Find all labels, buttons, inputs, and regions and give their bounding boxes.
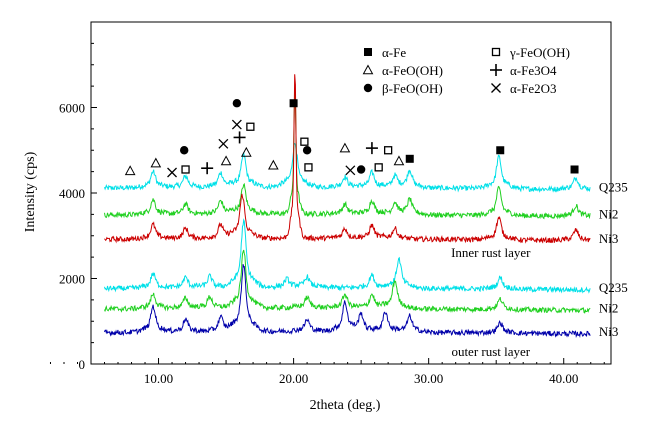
- peak-marker-cross: [167, 167, 177, 178]
- peak-marker-open-square: [374, 163, 383, 172]
- series-label: Q235: [599, 180, 628, 195]
- legend-label: β-FeO(OH): [382, 81, 443, 96]
- peak-marker-open-triangle: [124, 165, 136, 176]
- legend-entry: α-Fe2O3: [491, 81, 557, 96]
- legend-entry: α-Fe: [364, 45, 406, 60]
- peak-marker-filled-square: [570, 165, 579, 174]
- legend-entry: α-Fe3O4: [490, 63, 557, 78]
- legend-symbol-filled-square: [364, 48, 372, 56]
- x-tick-label: 20.00: [279, 371, 308, 386]
- legend-label: α-Fe3O4: [510, 63, 557, 78]
- series-line-outer-ni2: [104, 249, 591, 314]
- peak-marker-open-square: [181, 165, 190, 174]
- peak-marker-filled-square: [405, 154, 414, 163]
- group-label: outer rust layer: [451, 344, 530, 359]
- series-line-inner-ni3: [104, 74, 591, 244]
- legend-label: α-Fe2O3: [510, 81, 557, 96]
- peak-marker-filled-square: [496, 146, 505, 155]
- peak-marker-cross: [218, 138, 229, 149]
- peak-marker-open-square: [246, 122, 255, 131]
- x-tick-label: 30.00: [414, 371, 443, 386]
- group-label: Inner rust layer: [451, 245, 531, 260]
- legend-label: γ-FeO(OH): [509, 45, 570, 60]
- legend-entry: β-FeO(OH): [363, 81, 443, 96]
- y-tick-label: 0: [79, 357, 86, 372]
- x-tick-label: 10.00: [144, 371, 173, 386]
- series-label: Q235: [599, 280, 628, 295]
- peak-marker-filled-circle: [179, 146, 189, 155]
- peak-marker-filled-circle: [356, 165, 366, 174]
- legend-symbol-open-triangle: [362, 64, 374, 75]
- x-axis-title: 2theta (deg.): [310, 398, 381, 413]
- legend-symbol-cross: [491, 83, 501, 93]
- peak-marker-open-square: [383, 146, 393, 155]
- peak-marker-plus: [201, 162, 214, 175]
- y-axis-title: Intensity (cps): [23, 151, 38, 232]
- peak-marker-open-triangle: [220, 155, 232, 166]
- series-line-outer-q235: [104, 218, 591, 294]
- peak-marker-open-square: [300, 137, 309, 146]
- y-tick-label: 6000: [59, 101, 85, 116]
- legend-symbol-filled-circle: [363, 83, 373, 93]
- peak-marker-cross: [345, 165, 356, 176]
- series-label: Ni3: [599, 324, 619, 339]
- series-line-inner-q235: [104, 142, 591, 193]
- peak-marker-cross: [231, 119, 242, 130]
- peak-marker-open-triangle: [240, 146, 252, 157]
- series-label: Ni2: [599, 207, 619, 222]
- y-tick-label: 2000: [59, 272, 85, 287]
- peak-marker-filled-circle: [302, 146, 312, 155]
- peak-marker-open-square: [304, 163, 313, 172]
- legend-label: α-FeO(OH): [382, 63, 443, 78]
- legend-entry: γ-FeO(OH): [491, 45, 570, 60]
- series-label: Ni2: [599, 301, 619, 316]
- peak-marker-open-triangle: [267, 159, 279, 170]
- peak-marker-plus: [365, 142, 378, 155]
- series-label: Ni3: [599, 231, 619, 246]
- legend-entry: α-FeO(OH): [362, 63, 443, 78]
- peak-marker-plus: [233, 131, 246, 144]
- legend-label: α-Fe: [382, 45, 406, 60]
- peak-marker-filled-circle: [232, 99, 242, 108]
- peak-marker-open-triangle: [150, 157, 162, 168]
- y-tick-label: 4000: [59, 186, 85, 201]
- legend-symbol-plus: [490, 64, 502, 76]
- x-tick-label: 40.00: [549, 371, 578, 386]
- series-line-outer-ni3: [104, 264, 591, 339]
- peak-marker-open-triangle: [339, 142, 351, 153]
- peak-marker-filled-square: [289, 99, 298, 108]
- series-line-inner-ni2: [104, 87, 591, 220]
- peak-marker-open-triangle: [393, 155, 405, 166]
- legend-symbol-open-square: [491, 47, 501, 57]
